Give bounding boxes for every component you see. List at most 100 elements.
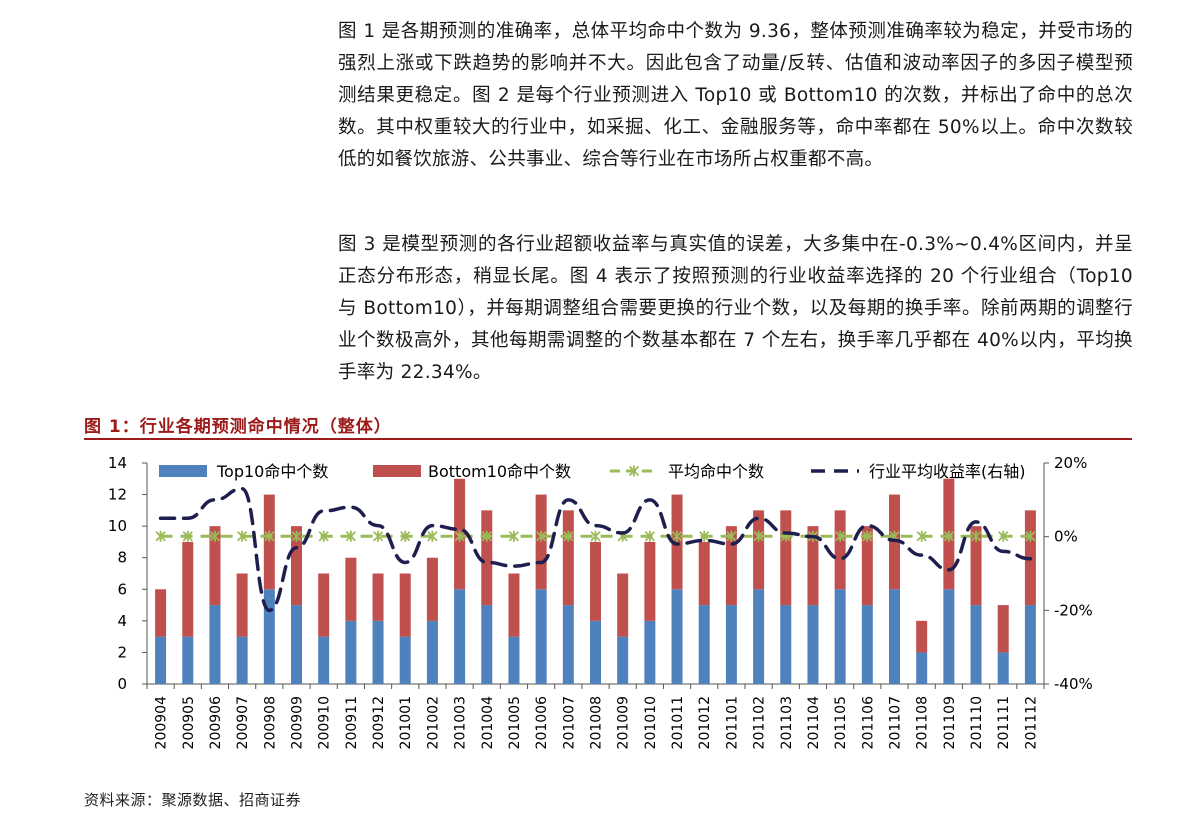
bar — [861, 605, 873, 684]
bar — [182, 636, 194, 684]
x-tick-label: 201007 — [561, 696, 577, 749]
bar — [399, 636, 411, 684]
x-tick-label: 201104 — [806, 696, 822, 750]
x-tick-label: 201003 — [453, 696, 469, 749]
bar — [372, 573, 384, 621]
y-tick-label: 8 — [117, 549, 127, 567]
x-tick-label: 200907 — [235, 696, 251, 749]
bar — [861, 526, 873, 606]
average-point — [454, 530, 465, 542]
x-tick-label: 201011 — [670, 696, 686, 749]
average-point — [427, 530, 438, 542]
legend-label: Top10命中个数 — [216, 462, 328, 481]
bar — [617, 636, 629, 684]
bar — [725, 605, 737, 684]
bar — [481, 510, 493, 606]
bar — [318, 573, 330, 637]
bar — [562, 510, 574, 606]
x-tick-label: 201005 — [507, 696, 523, 749]
x-tick-label: 200912 — [371, 696, 387, 749]
average-point — [264, 530, 275, 542]
x-tick-label: 201103 — [779, 696, 795, 749]
legend-swatch — [373, 465, 421, 477]
x-tick-label: 201001 — [398, 696, 414, 749]
bar — [236, 636, 248, 684]
bar — [426, 620, 438, 684]
bar — [671, 494, 683, 590]
legend-label: 平均命中个数 — [668, 462, 764, 481]
average-point — [372, 530, 384, 542]
bar — [916, 620, 928, 653]
x-tick-label: 201004 — [480, 696, 496, 750]
average-point — [862, 530, 873, 542]
figure-source: 资料来源：聚源数据、招商证券 — [84, 791, 302, 809]
y2-tick-label: 20% — [1054, 454, 1087, 472]
legend-label: Bottom10命中个数 — [428, 462, 571, 481]
average-point — [508, 530, 520, 542]
bar — [834, 589, 846, 684]
bar — [671, 589, 683, 684]
lines-layer — [155, 487, 1036, 613]
average-point — [834, 530, 846, 542]
x-tick-label: 201112 — [1023, 696, 1039, 749]
bar — [291, 526, 302, 606]
x-tick-label: 201102 — [752, 696, 768, 749]
average-point — [481, 530, 492, 542]
x-tick-label: 201006 — [534, 696, 550, 750]
bar — [725, 526, 737, 606]
x-tick-label: 200905 — [181, 696, 197, 749]
bar — [780, 510, 792, 606]
average-point — [400, 530, 411, 542]
average-point — [1025, 530, 1036, 542]
bar — [1024, 605, 1036, 684]
average-point — [943, 530, 955, 542]
average-point — [753, 530, 764, 542]
hit-count-chart: 0 2 4 6 8 10 12 14 -40% -20% 0% 20% 200904 200905 2009… — [108, 454, 1093, 749]
y-tick-label: 2 — [117, 643, 127, 661]
y-tick-label: 6 — [117, 580, 127, 598]
x-tick-label: 201008 — [589, 696, 605, 749]
paragraph-1: 图 1 是各期预测的准确率，总体平均命中个数为 9.36，整体预测准确率较为稳定… — [338, 21, 1133, 170]
y-tick-label: 0 — [117, 675, 127, 693]
y-tick-label: 14 — [108, 454, 127, 472]
average-point — [209, 530, 221, 542]
x-tick-label: 200908 — [262, 696, 278, 749]
x-tick-label: 201106 — [860, 696, 876, 750]
paragraph-2: 图 3 是模型预测的各行业超额收益率与真实值的误差，大多集中在-0.3%~0.4… — [338, 234, 1133, 383]
x-tick-label: 201107 — [888, 696, 904, 749]
x-tick-label: 200910 — [317, 696, 333, 749]
average-point — [182, 530, 193, 542]
bar — [535, 589, 547, 684]
bar — [698, 605, 710, 684]
x-tick-label: 201101 — [724, 696, 740, 749]
bar — [291, 605, 302, 684]
bar — [698, 541, 710, 606]
bar — [345, 620, 357, 684]
x-tick-label: 201010 — [643, 696, 659, 749]
bar — [454, 589, 466, 684]
bar — [889, 589, 900, 684]
bar — [753, 510, 765, 590]
x-tick-label: 201110 — [969, 696, 985, 749]
x-tick-label: 201009 — [616, 696, 632, 749]
figure-title-rule — [84, 438, 1132, 440]
x-tick-label: 200909 — [290, 696, 306, 749]
bar — [970, 605, 982, 684]
axes-layer: 0 2 4 6 8 10 12 14 -40% -20% 0% 20% 200904 200905 2009… — [108, 454, 1093, 749]
y2-tick-label: -40% — [1054, 675, 1093, 693]
bar — [780, 605, 792, 684]
x-tick-label: 201012 — [697, 696, 713, 749]
bar — [834, 510, 846, 590]
bar — [263, 494, 275, 590]
bar — [318, 636, 330, 684]
legend-swatch — [159, 465, 207, 477]
figure-title: 图 1：行业各期预测命中情况（整体） — [84, 417, 392, 437]
average-point — [318, 530, 329, 542]
average-point — [726, 530, 737, 542]
x-tick-label: 201111 — [996, 696, 1012, 749]
x-tick-label: 200904 — [154, 696, 170, 750]
bar — [562, 605, 574, 684]
average-point — [998, 530, 1009, 542]
y2-tick-label: 0% — [1054, 528, 1078, 546]
bar — [372, 620, 384, 684]
